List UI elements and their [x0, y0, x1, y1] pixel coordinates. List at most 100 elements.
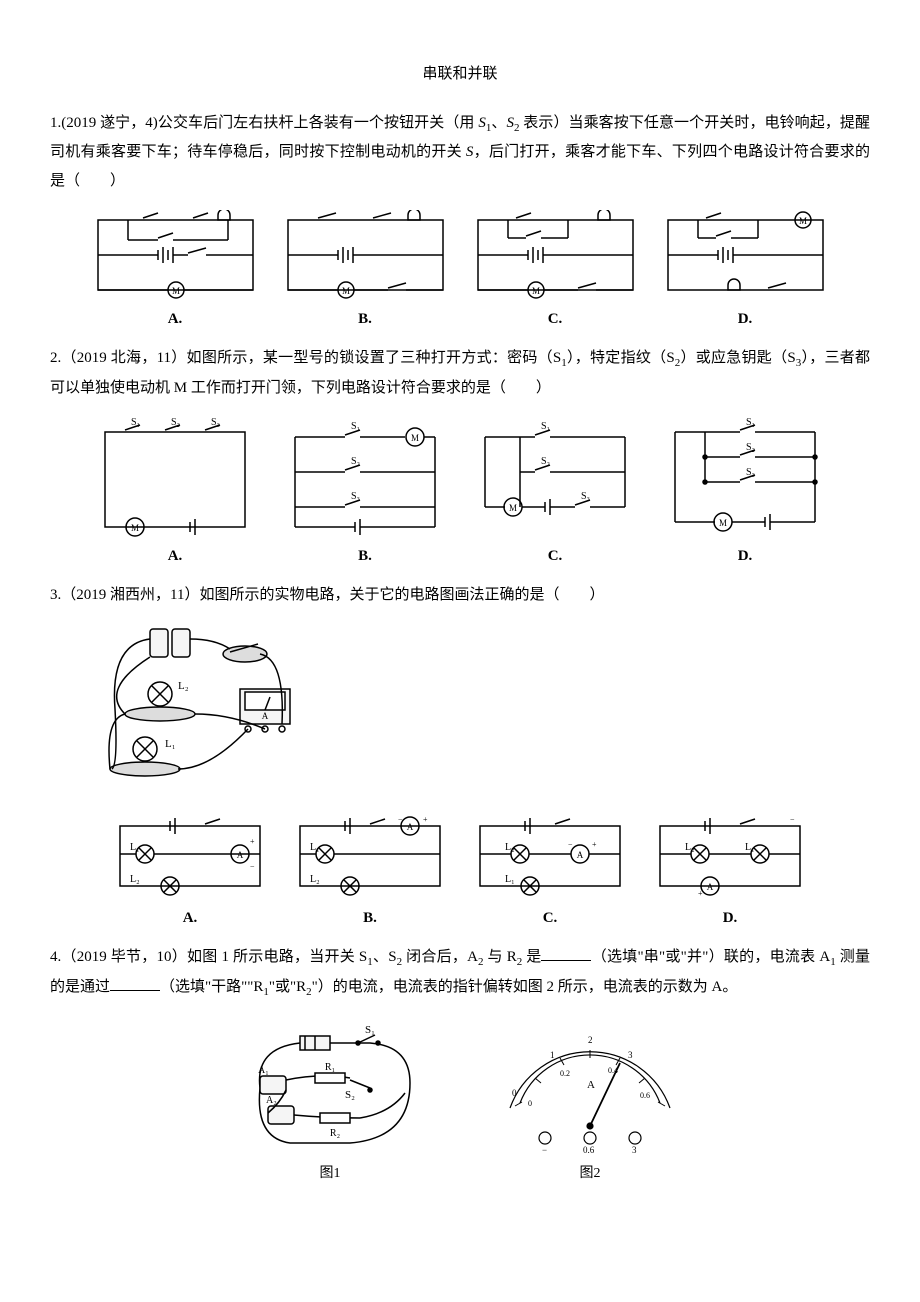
q4-circuit-icon: S₁ A₁ R₁ S₂ A₂ R₂	[230, 1018, 430, 1158]
svg-text:L₁: L₁	[165, 738, 176, 750]
option-label-a: A.	[168, 305, 183, 334]
q3-option-b: A−+ L₁ L₂ B.	[290, 814, 450, 933]
question-2-text: 2.（2019 北海，11）如图所示，某一型号的锁设置了三种打开方式：密码（S1…	[50, 344, 870, 402]
svg-text:A: A	[237, 850, 244, 860]
svg-text:L₁: L₁	[130, 842, 140, 853]
svg-text:2: 2	[588, 1035, 593, 1045]
q4-fig2-wrapper: 0 1 2 3 0 0.2 0.4 0.6 A − 0.6 3	[490, 1018, 690, 1188]
svg-text:L₁: L₁	[745, 842, 755, 853]
q3-label-c: C.	[543, 904, 558, 933]
svg-text:L₁: L₁	[310, 842, 320, 853]
svg-text:L₂: L₂	[178, 680, 189, 692]
svg-text:S₃: S₃	[581, 491, 590, 502]
svg-text:R₁: R₁	[325, 1062, 335, 1073]
svg-text:−: −	[398, 815, 403, 824]
svg-text:+: +	[592, 840, 597, 849]
svg-text:L₂: L₂	[310, 874, 320, 885]
svg-text:A: A	[707, 882, 714, 892]
svg-text:S₃: S₃	[211, 417, 220, 428]
q1-circuit-c-icon: M	[468, 210, 643, 300]
svg-text:3: 3	[628, 1050, 633, 1060]
svg-text:−: −	[790, 815, 795, 824]
q2-circuit-b-icon: S₁M S₂ S₃	[285, 417, 445, 537]
svg-text:M: M	[131, 523, 139, 533]
q1-s1: S	[478, 115, 486, 131]
q2-circuit-c-icon: S₁ S₂ M S₃	[475, 417, 635, 537]
svg-text:M: M	[719, 518, 727, 528]
svg-text:0.6: 0.6	[640, 1091, 650, 1100]
svg-text:M: M	[171, 286, 179, 296]
q4-part-8: （选填"干路""R	[160, 979, 263, 995]
option-label-b: B.	[358, 305, 372, 334]
q4-part-10: "）的电流，电流表的指针偏转如图 2 所示，电流表的示数为 A。	[312, 979, 738, 995]
svg-text:S₁: S₁	[746, 417, 755, 428]
q3-main-figure: A L₂ L₁	[50, 619, 870, 799]
svg-text:S₂: S₂	[541, 456, 550, 467]
fig1-caption: 图1	[230, 1161, 430, 1188]
q4-fig1-wrapper: S₁ A₁ R₁ S₂ A₂ R₂ 图1	[230, 1018, 430, 1188]
fig2-caption: 图2	[490, 1161, 690, 1188]
svg-text:3: 3	[632, 1145, 637, 1155]
q4-part-3: 闭合后，A	[402, 949, 478, 965]
q2-part-3: ）或应急钥匙（S	[680, 350, 795, 366]
svg-text:0.2: 0.2	[560, 1069, 570, 1078]
q4-ammeter-icon: 0 1 2 3 0 0.2 0.4 0.6 A − 0.6 3	[490, 1018, 690, 1158]
q2-part-2: ），特定指纹（S	[567, 350, 675, 366]
question-4-text: 4.（2019 毕节，10）如图 1 所示电路，当开关 S1、S2 闭合后，A2…	[50, 943, 870, 1003]
svg-text:0: 0	[528, 1099, 532, 1108]
q3-option-c: L₂ A−+ L₁ C.	[470, 814, 630, 933]
svg-text:+: +	[423, 815, 428, 824]
svg-text:S₂: S₂	[746, 442, 755, 453]
svg-text:M: M	[531, 286, 539, 296]
svg-text:S₃: S₃	[351, 491, 360, 502]
question-1-text: 1.(2019 遂宁，4)公交车后门左右扶杆上各装有一个按钮开关（用 S1、S2…	[50, 109, 870, 196]
q3-physical-circuit-icon: A L₂ L₁	[50, 619, 310, 799]
question-4: 4.（2019 毕节，10）如图 1 所示电路，当开关 S1、S2 闭合后，A2…	[50, 943, 870, 1187]
q2-options-row: S₁ S₂ S₃ M A. S₁M S₂ S₃ B.	[50, 417, 870, 571]
svg-text:S₁: S₁	[365, 1024, 375, 1036]
q2-option-a: S₁ S₂ S₃ M A.	[95, 417, 255, 571]
svg-text:M: M	[798, 216, 806, 226]
blank-1	[541, 943, 591, 961]
svg-text:L₂: L₂	[685, 842, 695, 853]
q1-option-b: M B.	[278, 210, 453, 334]
svg-text:L₂: L₂	[505, 842, 515, 853]
page-title: 串联和并联	[50, 60, 870, 89]
svg-text:+: +	[698, 889, 703, 898]
q1-option-d: M D.	[658, 210, 833, 334]
q1-circuit-b-icon: M	[278, 210, 453, 300]
svg-text:R₂: R₂	[330, 1128, 340, 1139]
q3-option-d: − L₂ L₁ A+ D.	[650, 814, 810, 933]
svg-text:M: M	[341, 286, 349, 296]
svg-text:L₂: L₂	[130, 874, 140, 885]
svg-text:S₂: S₂	[171, 417, 180, 428]
q2-label-d: D.	[738, 542, 753, 571]
q1-circuit-d-icon: M	[658, 210, 833, 300]
svg-text:A: A	[587, 1079, 595, 1091]
blank-2	[110, 973, 160, 991]
q1-circuit-a-icon: M	[88, 210, 263, 300]
q3-options-row: L₁ A+− L₂ A. A−+ L₁ L₂ B.	[50, 814, 870, 933]
svg-text:L₁: L₁	[505, 874, 515, 885]
svg-text:S₁: S₁	[131, 417, 140, 428]
q2-circuit-a-icon: S₁ S₂ S₃ M	[95, 417, 255, 537]
q4-figure-row: S₁ A₁ R₁ S₂ A₂ R₂ 图1	[50, 1018, 870, 1188]
svg-text:A₁: A₁	[258, 1065, 269, 1076]
q1-option-c: M C.	[468, 210, 643, 334]
svg-text:−: −	[250, 862, 255, 871]
q1-options-row: M A. M B.	[50, 210, 870, 334]
svg-text:S₁: S₁	[351, 421, 360, 432]
q3-circuit-b-icon: A−+ L₁ L₂	[290, 814, 450, 899]
svg-text:S₂: S₂	[345, 1089, 355, 1101]
q2-label-b: B.	[358, 542, 372, 571]
q3-circuit-d-icon: − L₂ L₁ A +	[650, 814, 810, 899]
option-label-c: C.	[548, 305, 563, 334]
q4-part-1: 4.（2019 毕节，10）如图 1 所示电路，当开关 S	[50, 949, 367, 965]
q1-s2: S	[506, 115, 514, 131]
svg-text:A: A	[262, 711, 269, 721]
question-3-text: 3.（2019 湘西州，11）如图所示的实物电路，关于它的电路图画法正确的是（ …	[50, 581, 870, 610]
q2-part-1: 2.（2019 北海，11）如图所示，某一型号的锁设置了三种打开方式：密码（S	[50, 350, 561, 366]
svg-text:0.6: 0.6	[583, 1145, 595, 1155]
svg-text:−: −	[542, 1145, 547, 1155]
svg-text:0: 0	[512, 1088, 517, 1098]
